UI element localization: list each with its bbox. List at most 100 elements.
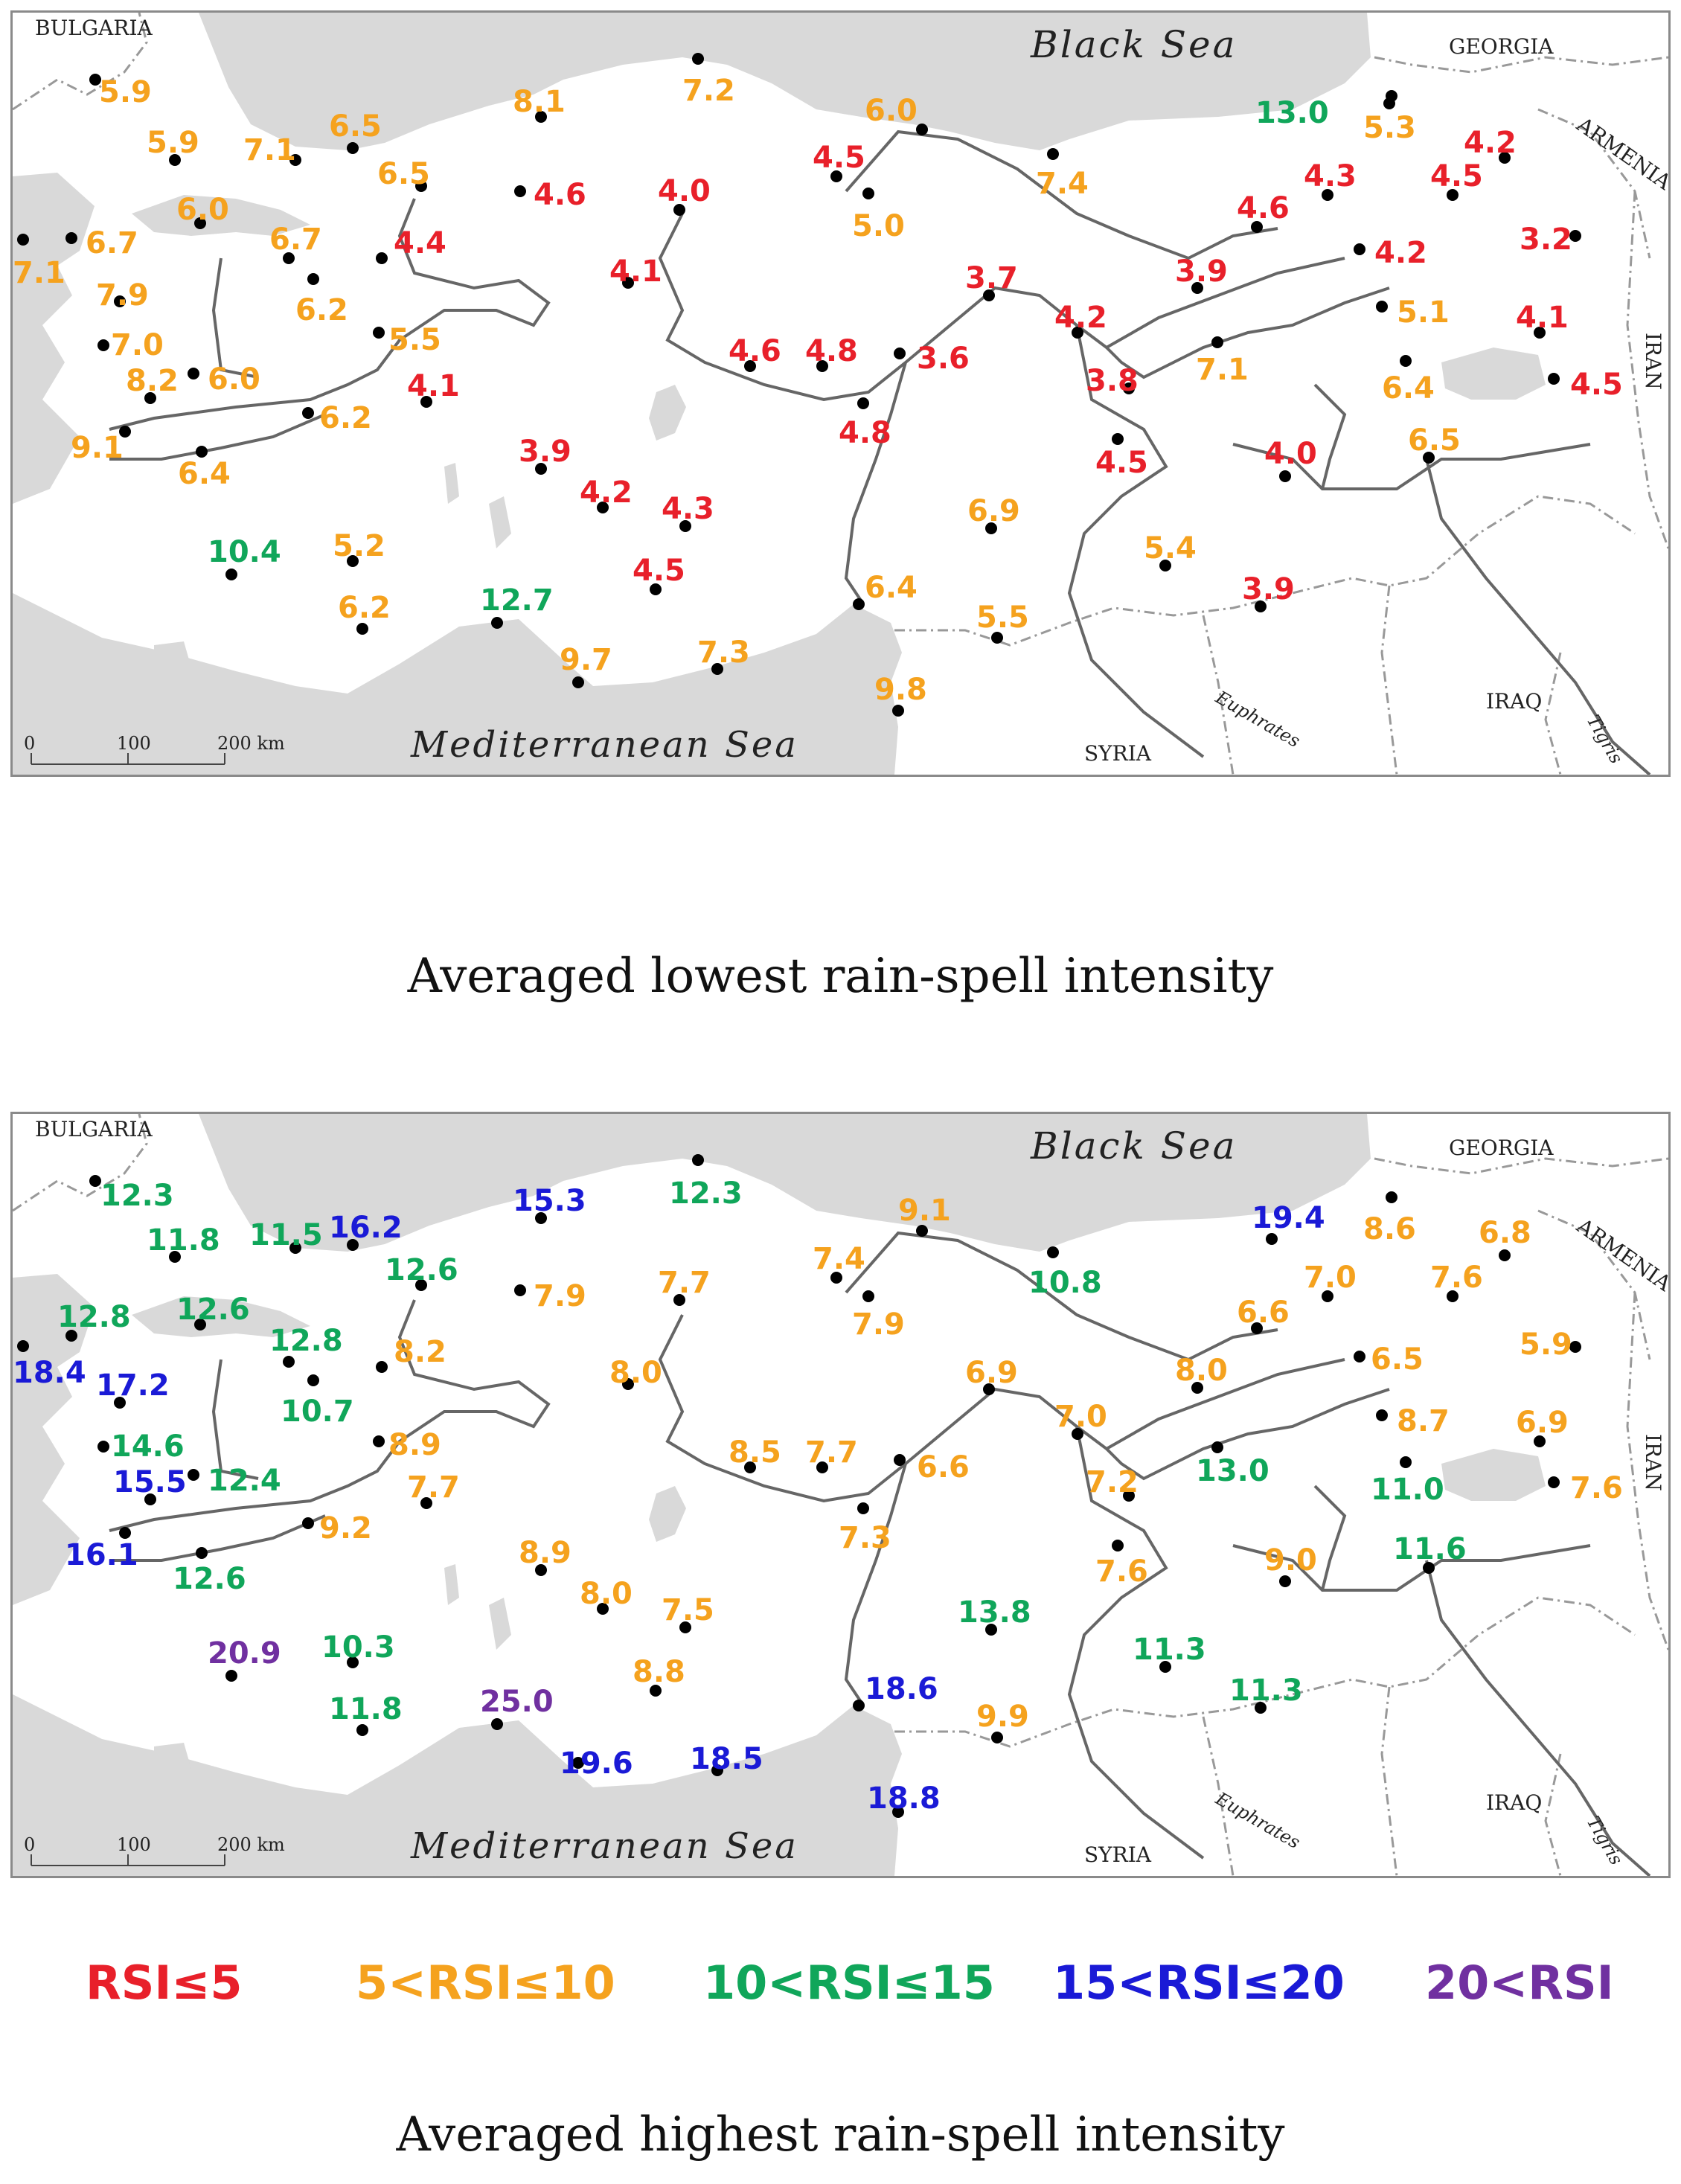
legend-item-rsi-gt-20: 20<RSI [1425, 1956, 1614, 2010]
legend-item-rsi-15-20: 15<RSI≤20 [1053, 1956, 1345, 2010]
station-dot [692, 1154, 704, 1166]
station-dot [1251, 1322, 1263, 1334]
station-value: 6.5 [329, 109, 382, 144]
station-value: 18.6 [865, 1672, 938, 1706]
station-value: 9.2 [319, 1511, 372, 1546]
station-value: 6.5 [1371, 1342, 1424, 1377]
station-dot [514, 185, 526, 197]
station-dot [991, 1732, 1003, 1743]
station-dot [283, 1356, 295, 1368]
station-value: 8.9 [519, 1536, 571, 1570]
station-value: 5.9 [1520, 1328, 1572, 1362]
station-dot [622, 277, 634, 289]
station-value: 10.4 [208, 535, 281, 569]
station-value: 7.9 [96, 278, 149, 313]
island-shape [154, 641, 191, 682]
station-dot [1548, 1476, 1560, 1488]
station-value: 6.0 [865, 94, 918, 128]
station-value: 6.7 [86, 226, 138, 260]
mediterranean-sea-label: Mediterranean Sea [410, 724, 798, 766]
station-dot [415, 180, 427, 192]
station-dot [1072, 1428, 1083, 1440]
country-border [1626, 1292, 1668, 1650]
station-dot [194, 217, 206, 229]
station-dot [196, 446, 208, 458]
river [1067, 324, 1205, 758]
armenia-label: ARMENIA [1572, 1213, 1668, 1296]
country-border [1626, 190, 1668, 549]
station-value: 19.6 [560, 1746, 633, 1781]
station-value: 6.8 [1479, 1216, 1531, 1250]
station-dot [347, 1239, 359, 1251]
station-dot [420, 1497, 432, 1509]
armenia-label: ARMENIA [1572, 112, 1668, 195]
station-dot [376, 1361, 388, 1373]
station-dot [1499, 152, 1511, 164]
black-sea-shape [199, 13, 1371, 150]
station-value: 6.2 [319, 401, 372, 435]
station-dot [853, 598, 865, 610]
station-value: 7.6 [1570, 1471, 1623, 1505]
station-value: 5.4 [1144, 531, 1197, 566]
station-dot [711, 663, 723, 675]
river [658, 1314, 1345, 1503]
station-value: 12.6 [385, 1253, 458, 1287]
station-value: 12.3 [669, 1176, 743, 1211]
station-dot [1191, 1382, 1203, 1394]
station-dot [862, 188, 874, 199]
station-dot [1534, 1435, 1546, 1447]
station-dot [983, 1383, 995, 1395]
river [109, 1514, 326, 1562]
station-value: 3.2 [1520, 222, 1572, 257]
island-shape [154, 1743, 191, 1784]
station-dot [673, 204, 685, 216]
station-dot [420, 396, 432, 408]
station-dot [1211, 1441, 1223, 1453]
station-dot [679, 1621, 691, 1633]
station-value: 6.4 [865, 571, 918, 605]
station-dot [376, 252, 388, 264]
station-value: 5.9 [147, 126, 199, 160]
river [1105, 286, 1390, 380]
station-dot [894, 1454, 906, 1466]
station-value: 4.2 [1374, 236, 1427, 270]
mediterranean-sea-shape [13, 593, 902, 775]
river [844, 362, 907, 602]
station-value: 6.9 [967, 494, 1020, 528]
station-value: 4.6 [1237, 191, 1290, 225]
station-value: 6.5 [377, 157, 430, 191]
station-value: 7.6 [1095, 1554, 1148, 1589]
lake-van-shape [1441, 1449, 1546, 1501]
mediterranean-sea-label: Mediterranean Sea [410, 1825, 798, 1867]
station-value: 5.3 [1363, 111, 1416, 145]
station-value: 7.2 [682, 74, 735, 108]
station-value: 7.3 [839, 1521, 891, 1555]
map-canvas-highest: Black Sea Mediterranean Sea BULGARIA GEORGI… [13, 1114, 1668, 1876]
station-dot [744, 1461, 756, 1473]
station-dot [597, 502, 609, 513]
station-value: 6.9 [1516, 1406, 1569, 1440]
station-dot [916, 1225, 928, 1237]
station-dot [144, 392, 156, 404]
station-dot [535, 463, 547, 475]
station-value: 7.4 [813, 1242, 865, 1276]
country-border [1374, 56, 1668, 74]
station-dot [1047, 148, 1059, 160]
station-dot [17, 234, 29, 246]
station-dot [1376, 301, 1388, 313]
station-value: 4.8 [805, 334, 858, 368]
station-dot [1123, 1490, 1135, 1502]
station-dot [169, 154, 181, 166]
black-sea-shape [199, 1114, 1371, 1252]
station-value: 5.2 [333, 529, 385, 563]
map-canvas-lowest: Black Sea Mediterranean Sea BULGARIA GEORGI… [13, 13, 1668, 775]
station-value: 12.8 [269, 1324, 343, 1358]
station-dot [302, 1517, 314, 1529]
iran-label: IRAN [1641, 333, 1665, 390]
station-dot [356, 1724, 368, 1736]
station-value: 13.0 [1255, 96, 1329, 130]
bulgaria-label: BULGARIA [35, 16, 153, 40]
station-value: 4.6 [534, 178, 586, 212]
station-dot [1354, 243, 1365, 255]
station-value: 9.1 [898, 1194, 951, 1228]
